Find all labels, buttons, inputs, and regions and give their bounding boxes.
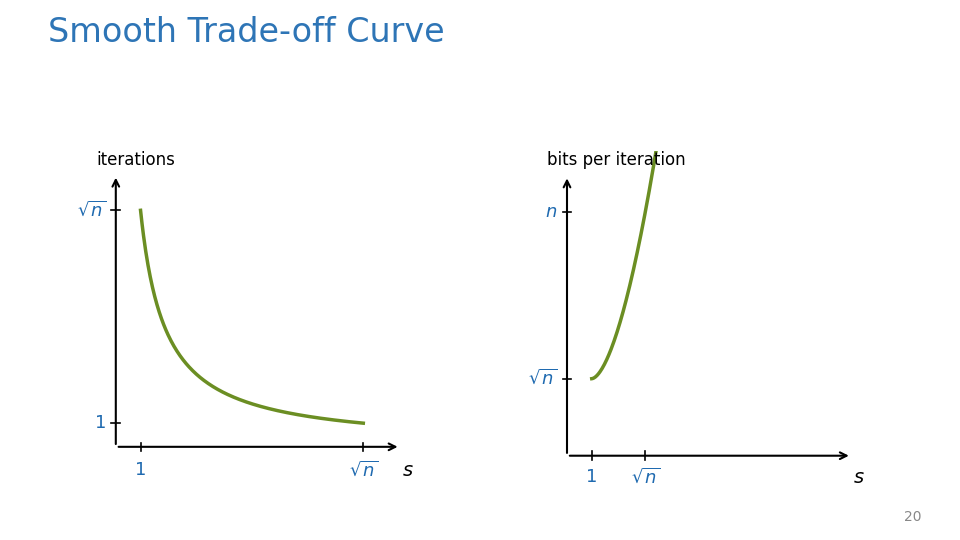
Text: $n$: $n$ [545,203,557,221]
Text: $\sqrt{n}$: $\sqrt{n}$ [77,201,106,220]
Text: 1: 1 [586,468,597,486]
Text: $\sqrt{n}$: $\sqrt{n}$ [528,369,557,388]
Text: bits per iteration: bits per iteration [547,151,685,169]
Text: 20: 20 [904,510,922,524]
Text: Smooth Trade-off Curve: Smooth Trade-off Curve [48,16,444,49]
Text: $\sqrt{n}$: $\sqrt{n}$ [348,461,378,480]
Text: iterations: iterations [96,151,175,169]
Text: $s$: $s$ [853,468,865,487]
Text: $s$: $s$ [402,461,414,480]
Text: 1: 1 [134,461,146,479]
Text: $\sqrt{n}$: $\sqrt{n}$ [631,468,660,487]
Text: 1: 1 [94,414,106,432]
